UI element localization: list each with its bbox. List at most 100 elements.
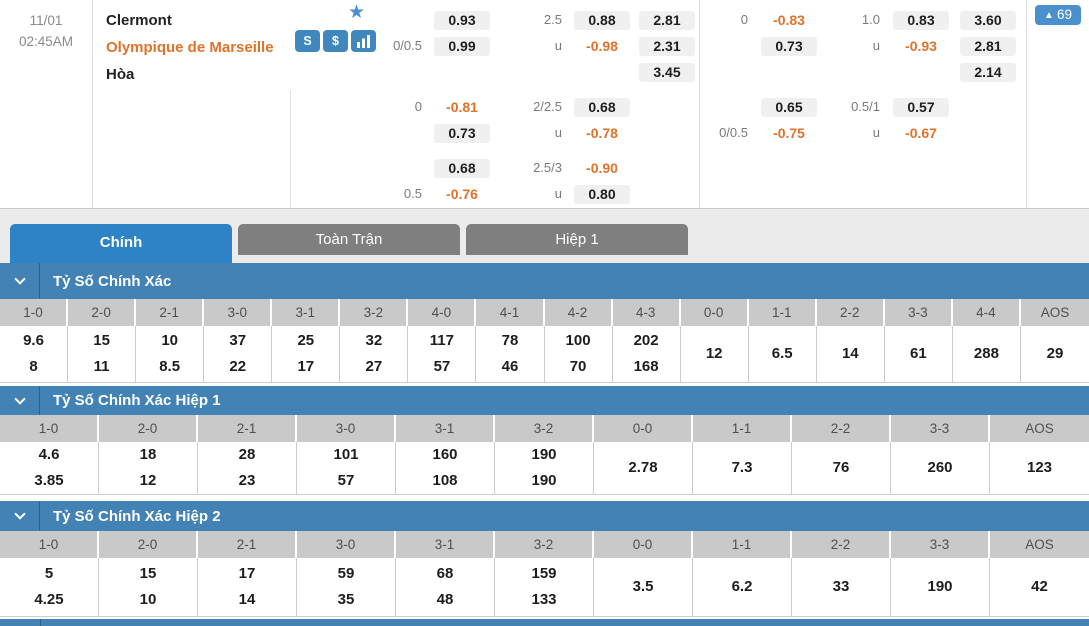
handicap-odds[interactable]: 0.99 xyxy=(429,33,495,59)
handicap-odds[interactable]: 0.73 xyxy=(755,33,823,59)
score-odds-cell[interactable]: 29 xyxy=(1021,326,1089,382)
handicap-odds[interactable]: -0.76 xyxy=(446,186,478,202)
score-odds-cell[interactable]: 3.5 xyxy=(594,558,693,616)
score-odds-cell[interactable]: 33 xyxy=(792,558,891,616)
odds-row-group: 0 -0.81 0.73 2/2.5 0.68 u -0.78 xyxy=(385,94,699,146)
score-odds-cell[interactable]: 18 12 xyxy=(99,442,198,494)
score-odds-cell[interactable]: 10 8.5 xyxy=(136,326,205,382)
score-column-header: 3-2 xyxy=(495,415,594,442)
score-odds-value: 33 xyxy=(832,578,850,595)
score-odds-cell[interactable]: 2.78 xyxy=(594,442,693,494)
tab-hiep-1[interactable]: Hiệp 1 xyxy=(466,224,688,255)
score-odds-value: 133 xyxy=(531,591,557,608)
score-odds-cell[interactable]: 202 168 xyxy=(613,326,681,382)
over-under-odds[interactable]: -0.67 xyxy=(905,125,937,141)
score-odds-cell[interactable]: 6.2 xyxy=(693,558,792,616)
score-odds-cell[interactable]: 6.5 xyxy=(749,326,817,382)
tab-chinh[interactable]: Chính xyxy=(10,224,232,263)
over-under-odds[interactable]: 0.68 xyxy=(569,94,635,120)
score-odds-cell[interactable]: 15 10 xyxy=(99,558,198,616)
score-odds-cell[interactable]: 17 14 xyxy=(198,558,297,616)
over-under-odds[interactable]: -0.98 xyxy=(586,38,618,54)
score-odds-value: 12 xyxy=(705,345,723,362)
over-under-odds[interactable]: 0.88 xyxy=(569,7,635,33)
favorite-star-icon[interactable]: ★ xyxy=(347,2,365,23)
next-section-header-partial[interactable] xyxy=(0,619,1089,626)
handicap-odds[interactable]: 0.93 xyxy=(429,7,495,33)
over-under-odds[interactable]: -0.93 xyxy=(905,38,937,54)
handicap-odds[interactable]: -0.81 xyxy=(446,99,478,115)
score-odds-value: 17 xyxy=(297,358,315,375)
score-odds-cell[interactable]: 190 190 xyxy=(495,442,594,494)
over-under-odds[interactable]: 0.83 xyxy=(887,7,955,33)
score-odds-cell[interactable]: 159 133 xyxy=(495,558,594,616)
tab-toan-tran[interactable]: Toàn Trận xyxy=(238,224,460,255)
over-under-odds[interactable]: 0.80 xyxy=(569,181,635,207)
score-odds-cell[interactable]: 190 xyxy=(891,558,990,616)
score-odds-cell[interactable]: 288 xyxy=(953,326,1021,382)
score-column-header: 2-2 xyxy=(792,415,891,442)
score-column-header: 1-0 xyxy=(0,531,99,558)
section-header-half-1[interactable]: Tỷ Số Chính Xác Hiệp 1 xyxy=(0,386,1089,415)
section-header-full-time[interactable]: Tỷ Số Chính Xác xyxy=(0,263,1089,299)
1x2-odds[interactable]: 2.81 xyxy=(635,7,699,33)
1x2-odds[interactable]: 3.45 xyxy=(635,59,699,85)
score-odds-cell[interactable]: 28 23 xyxy=(198,442,297,494)
score-odds-value: 25 xyxy=(297,332,315,349)
handicap-label: 0 xyxy=(740,12,748,27)
over-under-odds[interactable]: -0.78 xyxy=(586,125,618,141)
dollar-icon[interactable]: $ xyxy=(323,30,348,52)
score-odds-cell[interactable]: 7.3 xyxy=(693,442,792,494)
score-odds-cell[interactable]: 14 xyxy=(817,326,885,382)
score-section-half-2: Tỷ Số Chính Xác Hiệp 2 1-0 2-0 2-1 3-0 3-1 3-2… xyxy=(0,501,1089,617)
score-odds-value: 11 xyxy=(93,358,110,375)
score-odds-cell[interactable]: 25 17 xyxy=(272,326,341,382)
score-odds-cell[interactable]: 78 46 xyxy=(476,326,545,382)
1x2-odds[interactable]: 2.31 xyxy=(635,33,699,59)
score-odds-value: 78 xyxy=(501,332,519,349)
score-odds-value: 3.85 xyxy=(34,472,64,489)
handicap-odds[interactable]: -0.75 xyxy=(773,125,805,141)
score-odds-value: 32 xyxy=(365,332,383,349)
score-odds-cell[interactable]: 9.6 8 xyxy=(0,326,69,382)
handicap-odds[interactable]: 0.68 xyxy=(429,155,495,181)
score-odds-cell[interactable]: 117 57 xyxy=(408,326,477,382)
score-sections: Tỷ Số Chính Xác 1-0 2-0 2-1 3-0 3-1 3-2 4-0 4-1 4… xyxy=(0,263,1089,617)
1x2-odds[interactable]: 2.14 xyxy=(955,59,1021,85)
section-title: Tỷ Số Chính Xác Hiệp 1 xyxy=(53,392,221,409)
score-odds-cell[interactable]: 100 70 xyxy=(545,326,613,382)
score-odds-cell[interactable]: 37 22 xyxy=(204,326,273,382)
bar-chart-icon[interactable] xyxy=(351,30,376,52)
chevron-cell xyxy=(0,263,40,299)
score-odds-cell[interactable]: 4.6 3.85 xyxy=(0,442,99,494)
over-under-odds[interactable]: 0.57 xyxy=(887,94,955,120)
score-odds-cell[interactable]: 12 xyxy=(681,326,749,382)
score-odds-cell[interactable]: 260 xyxy=(891,442,990,494)
score-odds-cell[interactable]: 42 xyxy=(990,558,1089,616)
score-odds-cell[interactable]: 68 48 xyxy=(396,558,495,616)
draw-label: Hòa xyxy=(106,66,135,83)
score-odds-cell[interactable]: 160 108 xyxy=(396,442,495,494)
more-bets-count: 69 xyxy=(1056,7,1072,22)
handicap-odds[interactable]: 0.65 xyxy=(755,94,823,120)
handicap-odds[interactable]: -0.83 xyxy=(773,12,805,28)
score-odds-value: 57 xyxy=(433,358,451,375)
score-odds-cell[interactable]: 61 xyxy=(885,326,953,382)
handicap-odds[interactable]: 0.73 xyxy=(429,120,495,146)
score-odds-cell[interactable]: 101 57 xyxy=(297,442,396,494)
score-column-header: 2-1 xyxy=(198,415,297,442)
1x2-odds[interactable]: 2.81 xyxy=(955,33,1021,59)
score-odds-cell[interactable]: 32 27 xyxy=(340,326,409,382)
handicap-label xyxy=(385,120,429,146)
1x2-odds[interactable]: 3.60 xyxy=(955,7,1021,33)
layers-icon[interactable]: S xyxy=(295,30,320,52)
score-odds-cell[interactable]: 15 11 xyxy=(68,326,137,382)
more-bets-badge[interactable]: ▲ 69 xyxy=(1035,5,1081,25)
over-under-odds[interactable]: -0.90 xyxy=(586,160,618,176)
score-odds-cell[interactable]: 76 xyxy=(792,442,891,494)
section-header-half-2[interactable]: Tỷ Số Chính Xác Hiệp 2 xyxy=(0,501,1089,531)
score-column-header: 3-2 xyxy=(495,531,594,558)
score-odds-cell[interactable]: 59 35 xyxy=(297,558,396,616)
score-odds-cell[interactable]: 5 4.25 xyxy=(0,558,99,616)
score-odds-cell[interactable]: 123 xyxy=(990,442,1089,494)
